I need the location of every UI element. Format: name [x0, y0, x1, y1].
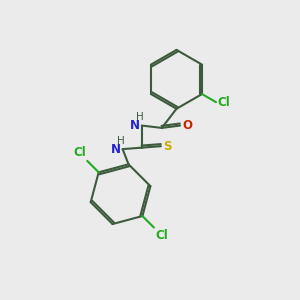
Text: Cl: Cl: [155, 229, 168, 242]
Text: Cl: Cl: [218, 96, 230, 109]
Text: Cl: Cl: [73, 146, 86, 159]
Text: O: O: [182, 119, 192, 132]
Text: N: N: [111, 142, 121, 156]
Text: H: H: [117, 136, 125, 146]
Text: S: S: [163, 140, 172, 153]
Text: H: H: [136, 112, 144, 122]
Text: N: N: [130, 119, 140, 132]
